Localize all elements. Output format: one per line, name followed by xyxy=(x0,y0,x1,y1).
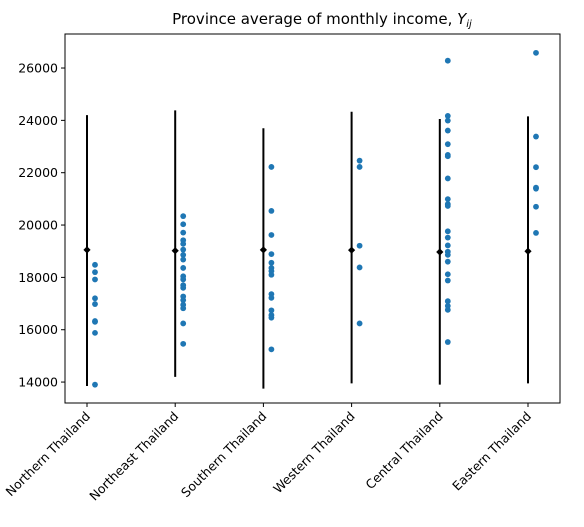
group-southern-thailand xyxy=(259,128,275,389)
data-point xyxy=(268,259,275,266)
x-tick-label: Central Thailand xyxy=(362,409,446,493)
data-point xyxy=(180,305,187,312)
y-tick-label: 20000 xyxy=(18,218,58,233)
data-point xyxy=(356,164,363,170)
y-tick-label: 16000 xyxy=(18,322,58,337)
data-point xyxy=(444,127,451,134)
data-point xyxy=(444,258,451,265)
data-point xyxy=(444,242,451,249)
data-point xyxy=(180,284,187,291)
data-point xyxy=(92,301,98,307)
data-point xyxy=(268,208,275,214)
data-point xyxy=(444,277,451,284)
group-northeast-thailand xyxy=(171,110,187,377)
mean-marker xyxy=(524,247,532,255)
data-point xyxy=(268,314,275,321)
data-point xyxy=(356,320,363,327)
y-tick-label: 14000 xyxy=(18,375,58,390)
data-point xyxy=(444,141,451,148)
data-point xyxy=(92,381,98,388)
data-point xyxy=(533,133,539,140)
data-point xyxy=(533,49,539,56)
group-eastern-thailand xyxy=(524,49,539,384)
data-point xyxy=(444,175,451,182)
data-point xyxy=(356,264,363,271)
y-axis: 14000 16000 18000 20000 22000 24000 26000 xyxy=(18,61,65,390)
x-tick-label: Eastern Thailand xyxy=(449,409,534,494)
data-point xyxy=(180,297,187,304)
data-point xyxy=(268,307,275,314)
data-point xyxy=(533,164,539,171)
mean-marker xyxy=(83,246,91,254)
group-northern-thailand xyxy=(83,115,98,388)
x-tick-label: Southern Thailand xyxy=(178,409,270,501)
mean-marker xyxy=(171,247,179,255)
data-point xyxy=(268,232,275,238)
data-point xyxy=(356,242,363,249)
data-point xyxy=(180,240,187,247)
data-point xyxy=(444,203,451,209)
data-point xyxy=(92,261,98,268)
data-point xyxy=(92,276,98,283)
plot-area xyxy=(64,33,561,404)
data-point xyxy=(180,213,187,220)
data-point xyxy=(444,298,451,305)
data-point xyxy=(444,234,451,241)
chart-marks xyxy=(83,49,539,389)
group-central-thailand xyxy=(436,57,451,385)
data-point xyxy=(444,271,451,278)
data-point xyxy=(180,246,187,253)
data-point xyxy=(180,256,187,263)
group-western-thailand xyxy=(348,111,363,384)
data-point xyxy=(180,251,187,258)
data-point xyxy=(180,320,187,327)
data-point xyxy=(180,276,187,283)
data-point xyxy=(444,306,451,313)
data-point xyxy=(180,221,187,228)
x-tick-label: Western Thailand xyxy=(270,409,358,497)
data-point xyxy=(180,229,187,236)
data-point xyxy=(444,153,451,160)
data-point xyxy=(444,57,451,64)
data-point xyxy=(533,185,539,192)
data-point xyxy=(444,228,451,235)
y-tick-label: 24000 xyxy=(18,113,58,128)
data-point xyxy=(444,113,451,119)
data-point xyxy=(444,196,451,203)
mean-marker xyxy=(259,246,267,254)
data-point xyxy=(268,346,275,353)
data-point xyxy=(533,229,539,236)
data-point xyxy=(444,117,451,124)
data-point xyxy=(268,251,275,257)
data-point xyxy=(444,251,451,258)
chart-title: Province average of monthly income, Yij xyxy=(172,10,472,30)
data-point xyxy=(268,294,275,301)
y-tick-label: 26000 xyxy=(18,61,58,76)
y-tick-label: 18000 xyxy=(18,270,58,285)
mean-marker xyxy=(348,246,356,254)
data-point xyxy=(92,329,98,336)
data-point xyxy=(356,157,363,164)
data-point xyxy=(533,203,539,210)
data-point xyxy=(268,271,275,278)
data-point xyxy=(180,340,187,347)
y-tick-label: 22000 xyxy=(18,165,58,180)
x-tick-label: Northeast Thailand xyxy=(86,409,181,504)
mean-marker xyxy=(436,248,444,256)
data-point xyxy=(92,318,98,325)
data-point xyxy=(268,164,275,170)
data-point xyxy=(92,295,98,302)
data-point xyxy=(444,339,451,345)
data-point xyxy=(180,265,187,271)
data-point xyxy=(92,269,98,276)
x-tick-label: Northern Thailand xyxy=(3,409,94,500)
